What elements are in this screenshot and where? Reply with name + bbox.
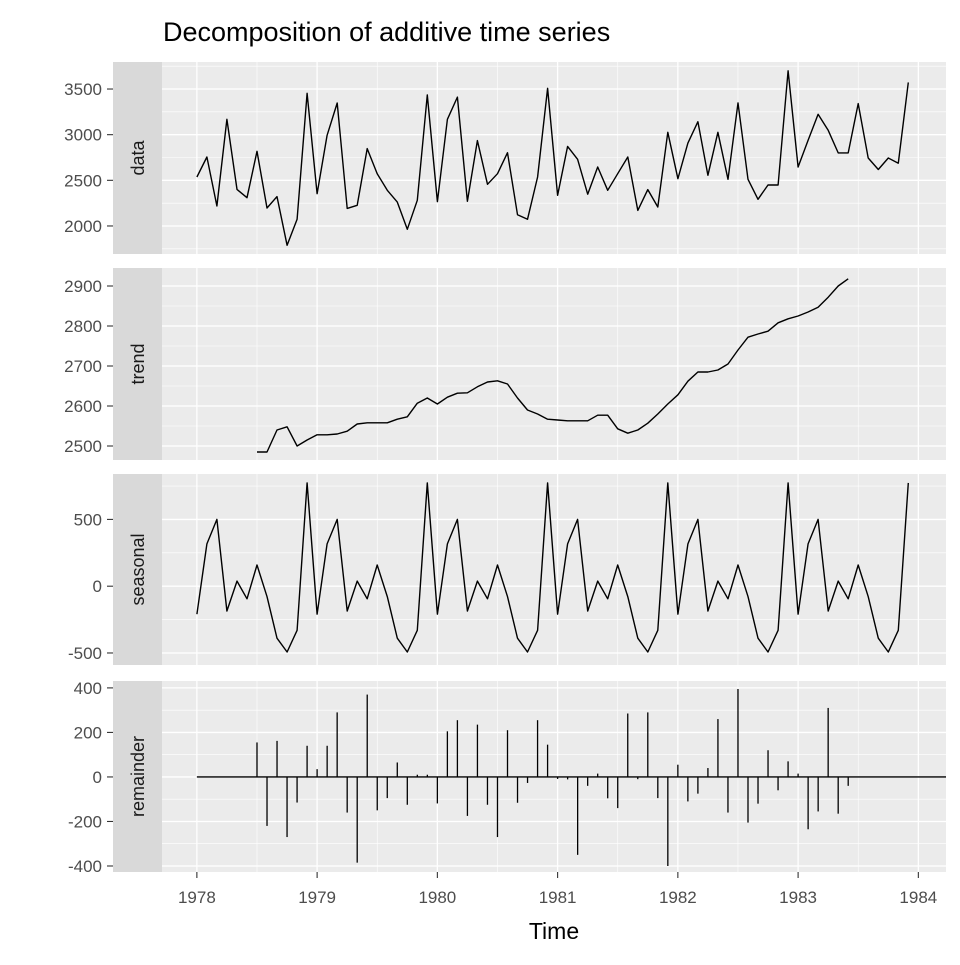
y-tick-label: 2900 (64, 277, 102, 296)
x-tick-label: 1983 (779, 888, 817, 907)
x-tick-label: 1978 (178, 888, 216, 907)
strip-label-seasonal: seasonal (128, 533, 148, 605)
y-tick-label: 3500 (64, 80, 102, 99)
x-tick-label: 1984 (899, 888, 937, 907)
y-tick-label: 200 (74, 723, 102, 742)
y-tick-label: -400 (68, 857, 102, 876)
y-tick-label: -200 (68, 812, 102, 831)
y-tick-label: 0 (93, 768, 102, 787)
y-tick-label: 2700 (64, 357, 102, 376)
y-tick-label: 2500 (64, 437, 102, 456)
y-tick-label: 500 (74, 510, 102, 529)
x-tick-label: 1981 (539, 888, 577, 907)
chart-title: Decomposition of additive time series (163, 17, 610, 47)
panel-data: data 2000 2500 3000 3500 (64, 62, 946, 254)
y-tick-label: -500 (68, 644, 102, 663)
y-tick-label: 2500 (64, 171, 102, 190)
strip-label-data: data (128, 140, 148, 176)
panel-trend: trend 2500 2600 2700 2800 2900 (64, 268, 946, 460)
x-axis: 1978 1979 1980 1981 1982 1983 1984 (178, 872, 937, 907)
y-tick-label: 400 (74, 679, 102, 698)
x-tick-label: 1979 (298, 888, 336, 907)
y-tick-label: 3000 (64, 126, 102, 145)
x-tick-label: 1980 (418, 888, 456, 907)
y-tick-label: 2800 (64, 317, 102, 336)
strip-label-trend: trend (128, 343, 148, 384)
x-tick-label: 1982 (659, 888, 697, 907)
panels: data2000250030003500trend250026002700280… (64, 62, 946, 876)
strip-label-remainder: remainder (128, 736, 148, 817)
y-tick-label: 2600 (64, 397, 102, 416)
panel-seasonal: seasonal -500 0 500 (68, 474, 946, 665)
y-tick-label: 0 (93, 577, 102, 596)
x-axis-label: Time (529, 918, 579, 944)
y-tick-label: 2000 (64, 217, 102, 236)
panel-remainder: remainder -400 -200 0 200 400 (68, 679, 946, 876)
